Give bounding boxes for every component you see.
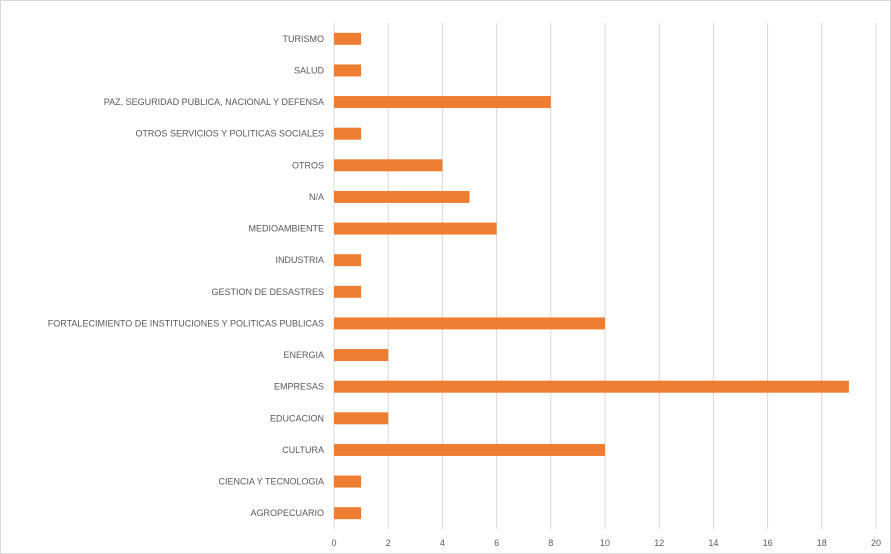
bar-5 — [334, 190, 470, 203]
bar-13 — [334, 443, 605, 456]
category-label-6: MEDIOAMBIENTE — [248, 224, 324, 234]
x-tick-label-14: 14 — [708, 538, 718, 548]
x-tick-label-6: 6 — [494, 538, 499, 548]
x-tick-label-8: 8 — [548, 538, 553, 548]
x-tick-label-0: 0 — [331, 538, 336, 548]
category-label-2: PAZ, SEGURIDAD PUBLICA, NACIONAL Y DEFEN… — [104, 97, 324, 107]
x-tick-label-10: 10 — [600, 538, 610, 548]
category-label-12: EDUCACION — [270, 413, 324, 423]
category-label-5: N/A — [309, 192, 324, 202]
x-tick-label-18: 18 — [817, 538, 827, 548]
bar-0 — [334, 32, 362, 45]
category-label-14: CIENCIA Y TECNOLOGIA — [218, 477, 324, 487]
bar-11 — [334, 380, 849, 393]
category-label-11: EMPRESAS — [274, 382, 324, 392]
bar-1 — [334, 64, 362, 77]
bar-8 — [334, 285, 362, 298]
bar-12 — [334, 412, 389, 425]
bar-10 — [334, 349, 389, 362]
category-label-8: GESTION DE DESASTRES — [211, 287, 324, 297]
bar-9 — [334, 317, 605, 330]
bar-7 — [334, 254, 362, 267]
category-label-13: CULTURA — [282, 445, 324, 455]
bar-4 — [334, 159, 443, 172]
bar-15 — [334, 507, 362, 520]
category-label-7: INDUSTRIA — [275, 255, 324, 265]
bar-2 — [334, 96, 551, 109]
category-label-15: AGROPECUARIO — [250, 508, 324, 518]
category-label-4: OTROS — [292, 160, 324, 170]
category-label-0: TURISMO — [283, 34, 325, 44]
x-tick-label-12: 12 — [654, 538, 664, 548]
bar-6 — [334, 222, 497, 235]
x-tick-label-2: 2 — [386, 538, 391, 548]
bar-3 — [334, 127, 362, 140]
x-tick-label-4: 4 — [440, 538, 445, 548]
category-label-10: ENERGIA — [283, 350, 324, 360]
x-tick-label-20: 20 — [871, 538, 881, 548]
category-label-9: FORTALECIMIENTO DE INSTITUCIONES Y POLIT… — [48, 318, 324, 328]
x-tick-label-16: 16 — [763, 538, 773, 548]
bar-14 — [334, 475, 362, 488]
category-label-1: SALUD — [294, 65, 325, 75]
category-label-3: OTROS SERVICIOS Y POLITICAS SOCIALES — [135, 129, 324, 139]
